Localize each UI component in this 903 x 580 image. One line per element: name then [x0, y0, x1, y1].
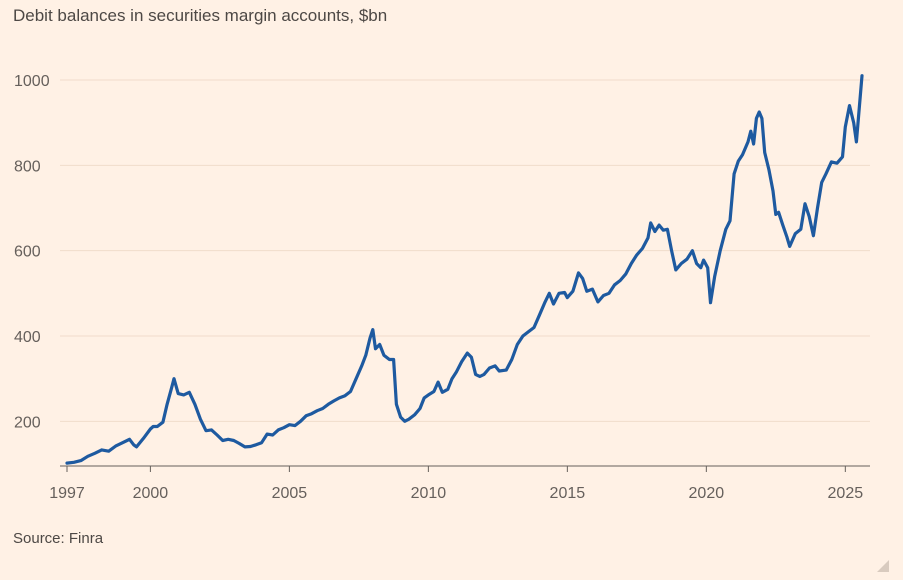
x-tick-label: 2010 — [411, 485, 447, 502]
y-tick-label: 400 — [14, 329, 41, 346]
x-tick-label: 2005 — [272, 485, 308, 502]
x-tick-label: 2020 — [689, 485, 725, 502]
x-tick-label: 2025 — [828, 485, 864, 502]
y-tick-label: 600 — [14, 244, 41, 261]
chart-title: Debit balances in securities margin acco… — [13, 6, 388, 25]
y-tick-label: 200 — [14, 414, 41, 431]
x-tick-label: 1997 — [49, 485, 85, 502]
resize-grip-icon[interactable] — [875, 558, 889, 572]
x-tick-label: 2015 — [550, 485, 586, 502]
y-tick-label: 1000 — [14, 73, 50, 90]
gridlines — [60, 79, 870, 422]
y-axis-ticks: 200 400 600 800 1000 — [14, 73, 50, 431]
x-axis: 1997 2000 2005 2010 2015 2020 2025 — [49, 465, 870, 502]
source-note: Source: Finra — [13, 530, 104, 547]
series-line-0 — [65, 74, 864, 465]
x-tick-label: 2000 — [133, 485, 169, 502]
y-tick-label: 800 — [14, 158, 41, 175]
series-group — [65, 74, 864, 465]
